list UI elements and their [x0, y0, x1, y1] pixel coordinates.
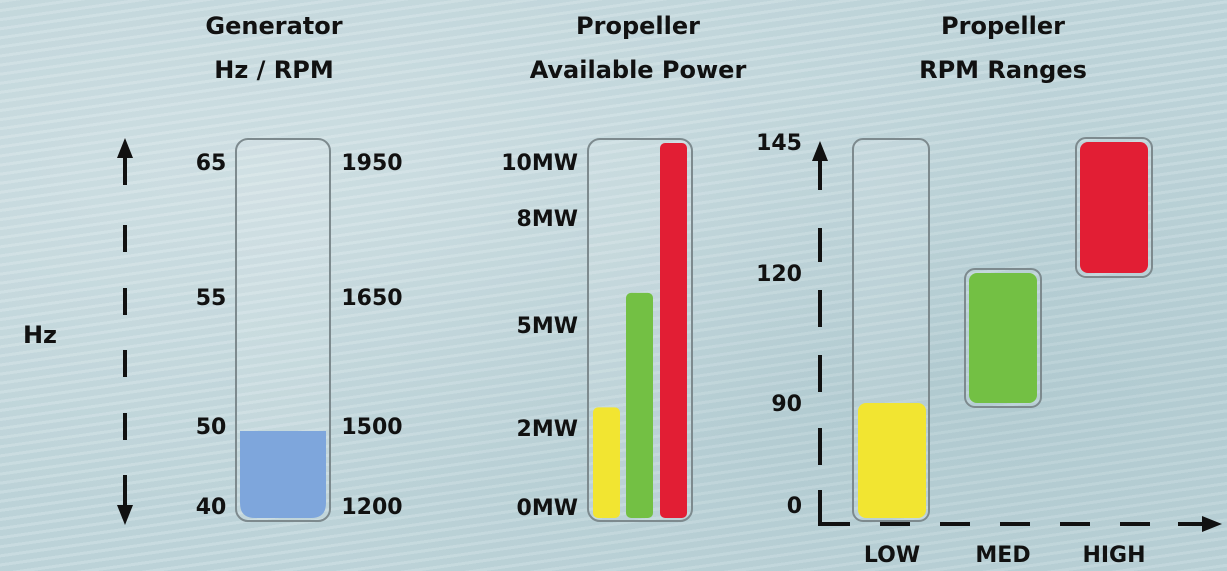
hz-tick-label: 40 [196, 495, 227, 520]
power-bar [593, 407, 620, 518]
generator-subtitle: Hz / RPM [214, 56, 333, 84]
rpm-y-tick-label: 145 [756, 131, 802, 156]
power-title: Propeller [576, 12, 700, 40]
rpm-y-tick-label: 90 [771, 392, 802, 417]
power-bar [626, 292, 653, 518]
rpm-y-ticks: 0 90 120 145 [756, 131, 802, 519]
rpm-y-tick-label: 0 [787, 494, 802, 519]
rpm-y-tick-label: 120 [756, 262, 802, 287]
hz-tick-label: 50 [196, 415, 227, 440]
power-tick-label: 0MW [517, 496, 578, 521]
power-ticks: 0MW 2MW 5MW 8MW 10MW [501, 151, 578, 521]
generator-gauge [235, 138, 331, 522]
power-tick-label: 5MW [517, 314, 578, 339]
rpm-range-bars [852, 137, 1153, 522]
power-gauge [587, 138, 693, 522]
hz-axis-label: Hz [23, 321, 57, 349]
rpm-tick-label: 1950 [341, 151, 402, 176]
hz-tick-label: 55 [196, 286, 227, 311]
rpm-category-label: MED [975, 543, 1030, 568]
rpm-ranges-title: Propeller [941, 12, 1065, 40]
power-chart: Propeller Available Power 0MW 2MW 5MW 8MW 10… [501, 12, 747, 522]
rpm-range-bar [1080, 142, 1148, 273]
rpm-category-label: HIGH [1082, 543, 1145, 568]
rpm-range-bar [969, 273, 1037, 403]
rpm-category-label: LOW [864, 543, 920, 568]
hz-tick-label: 65 [196, 151, 227, 176]
rpm-ranges-chart: Propeller RPM Ranges 0 90 120 145 LOW MED HIG… [756, 12, 1222, 568]
rpm-range-bar [858, 403, 926, 518]
rpm-categories: LOW MED HIGH [864, 543, 1146, 568]
rpm-tick-label: 1200 [341, 495, 402, 520]
power-subtitle: Available Power [530, 56, 747, 84]
generator-fill-bar [240, 431, 326, 518]
rpm-y-axis [812, 141, 828, 524]
generator-hz-ticks: 40 50 55 65 [196, 151, 227, 520]
power-bar [660, 143, 687, 518]
rpm-ranges-subtitle: RPM Ranges [919, 56, 1087, 84]
rpm-tick-label: 1500 [341, 415, 402, 440]
power-tick-label: 10MW [501, 151, 578, 176]
power-tick-label: 2MW [517, 417, 578, 442]
generator-tube [235, 138, 331, 522]
generator-title: Generator [205, 12, 342, 40]
hz-double-arrow [117, 138, 133, 525]
power-tick-label: 8MW [517, 207, 578, 232]
generator-rpm-ticks: 1200 1500 1650 1950 [341, 151, 402, 520]
rpm-x-axis [818, 516, 1222, 532]
rpm-tick-label: 1650 [341, 286, 402, 311]
